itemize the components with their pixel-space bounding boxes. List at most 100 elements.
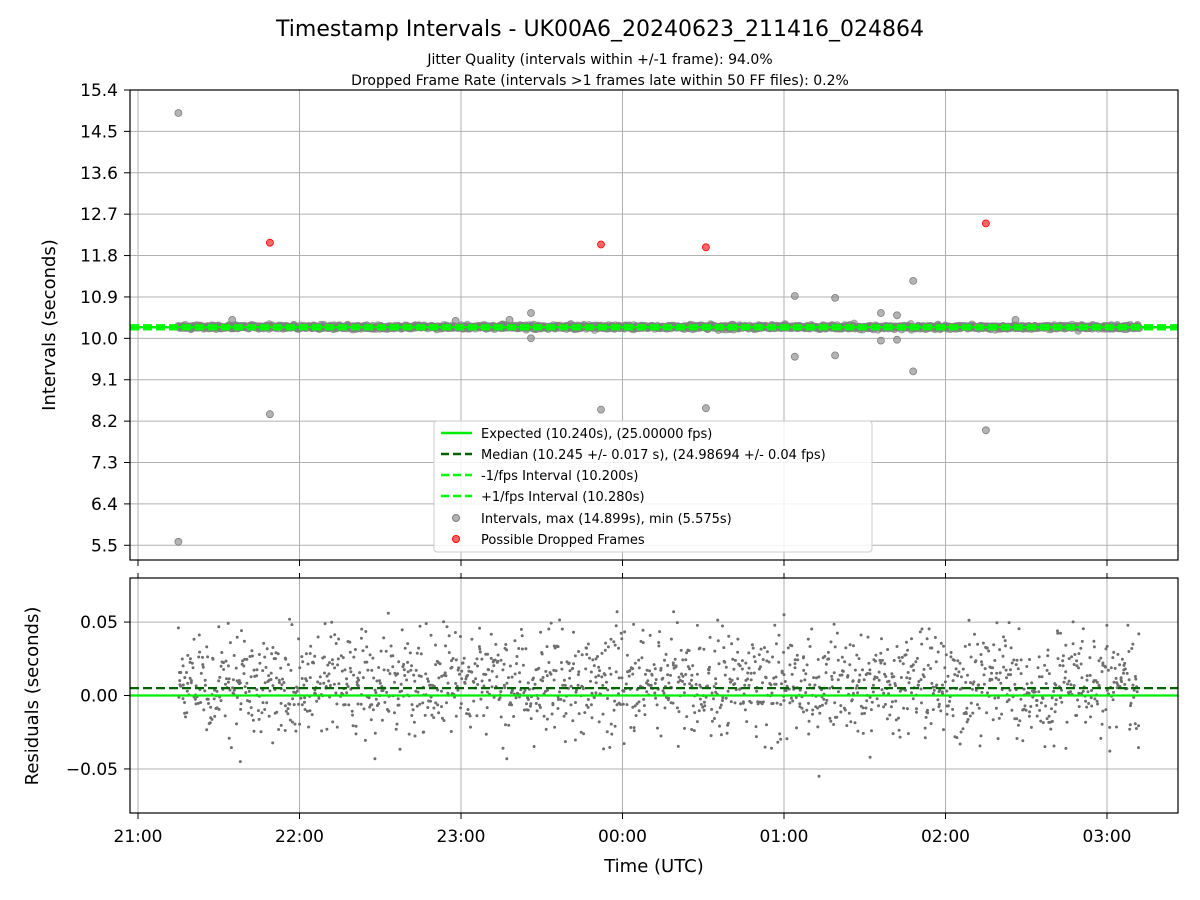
- residual-point: [351, 724, 355, 728]
- residual-point: [444, 674, 448, 678]
- residual-point: [859, 633, 863, 637]
- residual-point: [978, 744, 982, 748]
- residual-point: [1079, 662, 1083, 666]
- residual-point: [807, 719, 811, 723]
- residual-point: [419, 652, 423, 656]
- residual-point: [572, 662, 576, 666]
- residual-point: [724, 696, 728, 700]
- residual-point: [365, 645, 369, 649]
- residual-point: [508, 664, 512, 668]
- residual-point: [184, 715, 187, 719]
- residual-point: [529, 702, 533, 706]
- residual-point: [1077, 705, 1081, 709]
- residual-point: [874, 659, 877, 663]
- interval-outlier-point: [228, 315, 237, 324]
- residual-point: [350, 709, 354, 713]
- residual-point: [807, 732, 811, 736]
- residual-point: [260, 711, 264, 715]
- residual-point: [844, 646, 848, 650]
- residual-point: [405, 678, 409, 682]
- residual-point: [1027, 691, 1031, 695]
- residual-point: [510, 703, 514, 707]
- residual-point: [1085, 705, 1089, 709]
- residual-point: [954, 667, 958, 671]
- residual-point: [726, 689, 730, 693]
- residual-point: [1043, 663, 1047, 667]
- residual-point: [559, 661, 563, 664]
- residual-point: [944, 653, 948, 657]
- residual-point: [345, 691, 349, 695]
- residual-point: [217, 625, 221, 629]
- residual-point: [1029, 725, 1033, 729]
- residual-point: [776, 740, 780, 744]
- residual-point: [866, 635, 870, 639]
- residual-point: [1086, 690, 1090, 694]
- residual-point: [346, 685, 350, 689]
- residual-point: [586, 698, 590, 701]
- residual-point: [877, 670, 881, 674]
- residual-point: [310, 713, 314, 717]
- residual-point: [252, 668, 256, 672]
- residual-point: [330, 658, 334, 662]
- residual-point: [262, 641, 266, 645]
- residual-point: [205, 728, 209, 732]
- residual-point: [377, 666, 381, 669]
- residual-point: [655, 703, 659, 707]
- residual-point: [367, 696, 371, 700]
- residual-point: [1064, 670, 1068, 674]
- residual-point: [856, 729, 860, 733]
- residual-point: [613, 699, 617, 703]
- residual-point: [695, 672, 699, 676]
- residual-point: [694, 682, 698, 686]
- residual-point: [1112, 690, 1115, 694]
- residual-point: [1019, 672, 1023, 676]
- residual-point: [541, 676, 545, 679]
- residual-point: [1120, 680, 1124, 684]
- residual-point: [833, 701, 837, 705]
- residual-point: [713, 649, 717, 653]
- residual-point: [444, 644, 447, 648]
- residual-point: [302, 683, 306, 687]
- residual-point: [619, 631, 623, 635]
- residual-point: [608, 666, 612, 670]
- residual-point: [1069, 683, 1073, 687]
- residual-point: [677, 675, 681, 679]
- residual-point: [861, 668, 864, 672]
- residual-point: [993, 696, 997, 700]
- residual-point: [423, 713, 427, 717]
- residual-point: [1109, 666, 1113, 670]
- residual-point: [516, 691, 519, 695]
- residual-point: [969, 681, 972, 685]
- residual-point: [403, 674, 407, 677]
- residual-point: [286, 663, 290, 667]
- residual-point: [920, 701, 923, 705]
- residual-point: [851, 679, 855, 683]
- residual-point: [816, 658, 820, 661]
- residual-point: [242, 664, 246, 668]
- residual-point: [432, 706, 436, 710]
- residual-point: [388, 672, 392, 676]
- legend-dropped-label: Possible Dropped Frames: [481, 533, 645, 548]
- residual-point: [228, 641, 232, 645]
- residual-point: [622, 689, 626, 693]
- residual-point: [958, 661, 962, 665]
- residual-point: [517, 647, 521, 650]
- residual-point: [1097, 683, 1101, 687]
- residual-point: [1010, 661, 1014, 665]
- residual-point: [475, 714, 479, 718]
- residual-point: [534, 702, 538, 705]
- residual-point: [610, 732, 614, 736]
- residual-point: [378, 681, 382, 685]
- residual-point: [994, 706, 998, 710]
- residual-point: [839, 710, 843, 714]
- residual-point: [832, 723, 836, 726]
- residual-point: [1005, 676, 1008, 680]
- residual-point: [263, 708, 267, 711]
- residual-point: [932, 688, 936, 692]
- residual-point: [832, 671, 836, 675]
- residual-point: [749, 701, 753, 705]
- residual-point: [601, 683, 605, 687]
- residual-point: [894, 684, 897, 688]
- residual-point: [185, 711, 189, 715]
- residual-point: [328, 684, 332, 687]
